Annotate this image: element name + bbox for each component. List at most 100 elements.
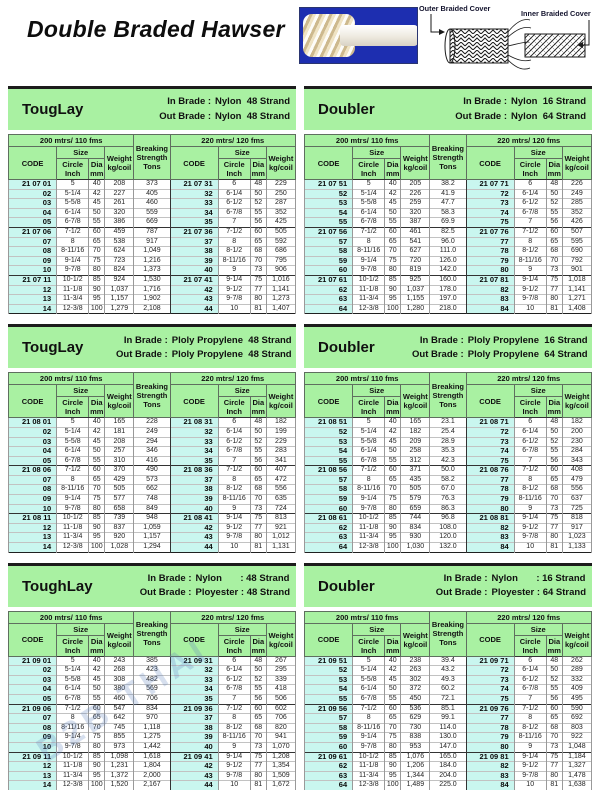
data-cell: 67.0 <box>429 484 467 495</box>
data-cell: 10 <box>513 780 547 790</box>
table-row: 10 9-7/8 80 824 1,373 40 9 73 906 <box>7 265 297 276</box>
span-header-right: 220 mtrs/ 120 fms <box>169 610 297 624</box>
data-cell: 8-11/16 <box>513 255 547 266</box>
data-cell: 70 <box>384 246 402 257</box>
data-cell: 75 <box>384 732 402 743</box>
table-row: 07 8 65 538 917 37 8 65 592 <box>7 236 297 247</box>
code-cell: 57 <box>303 713 354 724</box>
data-cell: 40 <box>88 655 106 666</box>
code-cell: 21 07 31 <box>169 179 219 190</box>
out-brade-value: Ploly Propylene 48 Strand <box>171 348 292 360</box>
brade-spec: In Brade : Ploly Propylene 16 Strand Out… <box>412 334 588 363</box>
data-cell: 5 <box>352 417 386 428</box>
data-cell: 70 <box>249 494 267 505</box>
data-cell: 1,184 <box>561 751 593 762</box>
data-cell: 10-1/2 <box>56 513 90 524</box>
data-cell: 48 <box>545 417 563 428</box>
code-cell: 83 <box>465 294 515 305</box>
table-row: 57 8 65 541 96.0 77 8 65 595 <box>303 236 593 247</box>
weight-header: Weight kg/coil <box>561 622 593 657</box>
data-cell: 637 <box>561 494 593 505</box>
data-cell: 7 <box>513 455 547 466</box>
code-cell: 53 <box>303 198 354 209</box>
data-cell: 930 <box>400 532 431 543</box>
data-cell: 95 <box>384 294 402 305</box>
data-cell: 48 <box>249 655 267 666</box>
data-cell: 10 <box>217 542 251 553</box>
data-cell: 373 <box>133 179 171 190</box>
data-cell: 624 <box>104 246 135 257</box>
data-cell: 45 <box>88 198 106 209</box>
table-row: 04 6-1/4 50 380 569 34 6-7/8 55 418 <box>7 684 297 695</box>
table-row: 21 07 06 7-1/2 60 459 787 21 07 36 7-1/2 60 505 <box>7 226 297 238</box>
data-cell: 8-11/16 <box>352 246 386 257</box>
code-cell: 60 <box>303 741 354 753</box>
data-cell: 55 <box>88 694 106 705</box>
data-cell: 45 <box>88 436 106 447</box>
code-cell: 21 08 61 <box>303 513 354 524</box>
data-cell: 95 <box>384 532 402 543</box>
span-header-right: 220 mtrs/ 120 fms <box>169 372 297 386</box>
code-cell: 14 <box>7 303 58 314</box>
code-cell: 64 <box>303 780 354 790</box>
data-cell: 52 <box>249 198 267 209</box>
data-cell: 9-1/4 <box>513 274 547 286</box>
data-cell: 1,216 <box>133 255 171 266</box>
data-cell: 1,157 <box>104 294 135 305</box>
code-cell: 77 <box>465 713 515 724</box>
data-cell: 5-1/4 <box>352 665 386 676</box>
data-cell: 8 <box>513 236 547 247</box>
data-cell: 249 <box>561 188 593 199</box>
breaking-strength-header: Breaking Strength Tons <box>429 372 467 419</box>
data-cell: 505 <box>265 226 297 238</box>
data-cell: 8-1/2 <box>513 722 547 733</box>
data-cell: 5-5/8 <box>352 198 386 209</box>
table-row: 53 5-5/8 45 259 47.7 73 6-1/2 52 285 <box>303 198 593 209</box>
block-header-band: Doubler In Brade : Ploly Propylene 16 St… <box>304 324 592 369</box>
data-cell: 642 <box>104 713 135 724</box>
circle-header: Circle Inch <box>352 634 386 657</box>
code-cell: 78 <box>465 722 515 733</box>
code-cell: 35 <box>169 694 219 705</box>
in-brade-label: In Brade : <box>463 96 508 108</box>
data-cell: 42 <box>88 188 106 199</box>
data-cell: 8 <box>217 236 251 247</box>
data-cell: 9-1/4 <box>56 732 90 743</box>
data-cell: 11-3/4 <box>56 532 90 543</box>
data-cell: 199 <box>265 426 297 437</box>
data-cell: 505 <box>104 484 135 495</box>
block-title: TougLay <box>22 101 84 118</box>
data-cell: 7-1/2 <box>352 703 386 714</box>
data-cell: 9 <box>217 265 251 276</box>
table-row: 63 11-3/4 95 1,344 204.0 83 9-7/8 80 1,478 <box>303 770 593 781</box>
data-cell: 559 <box>133 207 171 218</box>
data-cell: 418 <box>265 684 297 695</box>
data-cell: 1,407 <box>265 303 297 314</box>
dia-header: Dia mm <box>249 158 267 180</box>
data-cell: 126.0 <box>429 255 467 266</box>
data-cell: 268 <box>104 665 135 676</box>
code-cell: 64 <box>303 303 354 314</box>
code-cell: 80 <box>465 265 515 276</box>
breaking-strength-header: Breaking Strength Tons <box>133 610 171 657</box>
in-brade-value: Nylon 48 Strand <box>215 96 290 108</box>
size-header: Size <box>513 146 563 159</box>
data-cell: 50 <box>88 446 106 457</box>
data-cell: 332 <box>561 674 593 685</box>
table-row: 02 5-1/4 42 227 405 32 6-1/4 50 250 <box>7 188 297 199</box>
data-cell: 6 <box>513 179 547 190</box>
data-cell: 80 <box>384 265 402 276</box>
data-cell: 11-3/4 <box>56 294 90 305</box>
data-cell: 1,478 <box>561 770 593 781</box>
data-cell: 85.1 <box>429 703 467 714</box>
data-cell: 238 <box>400 655 431 666</box>
spec-block-doubler-nylon: Doubler In Brade : Nylon 16 Strand Out B… <box>303 86 593 315</box>
code-cell: 59 <box>303 732 354 743</box>
code-cell: 57 <box>303 474 354 485</box>
data-cell: 460 <box>133 198 171 209</box>
data-cell: 1,275 <box>133 732 171 743</box>
out-brade-value: Ployester : 64 Strand <box>491 587 586 599</box>
data-cell: 73 <box>249 741 267 753</box>
data-cell: 12-3/8 <box>352 780 386 790</box>
data-cell: 6-7/8 <box>352 217 386 228</box>
